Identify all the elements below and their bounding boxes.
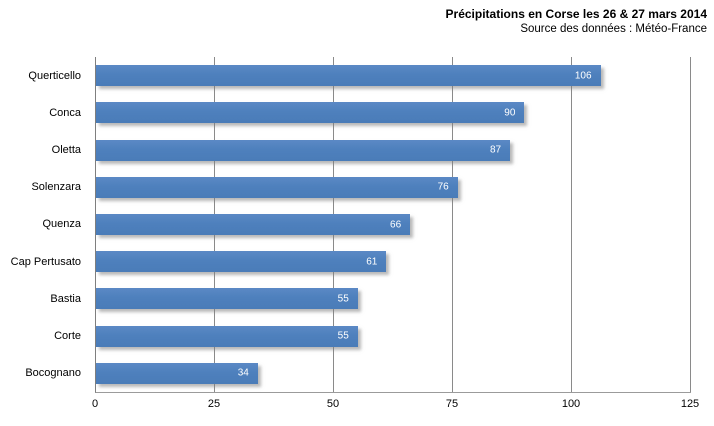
plot-area: 106 90 87 76 66 61 55 55 34	[95, 57, 691, 393]
category-label-quenza: Quenza	[42, 218, 81, 231]
bar-querticello: 106	[96, 65, 601, 87]
bar-quenza: 66	[96, 214, 411, 235]
bar-oletta: 87	[96, 139, 511, 161]
bar-value-label: 106	[574, 70, 592, 82]
bar-value-label: 90	[504, 107, 516, 119]
bar-value-label: 76	[437, 181, 449, 193]
category-label-conca: Conca	[49, 106, 81, 119]
xtick-label-50: 50	[326, 398, 340, 410]
bar-row: 66	[96, 214, 411, 235]
xtick-label-100: 100	[561, 398, 581, 410]
chart-header: Précipitations en Corse les 26 & 27 mars…	[446, 6, 707, 37]
bar-value-label: 55	[337, 293, 349, 305]
bar-value-label: 61	[366, 256, 378, 268]
category-label-cap-pertusato: Cap Pertusato	[10, 255, 81, 268]
bar-bastia: 55	[96, 288, 358, 310]
gridline-100	[571, 57, 572, 392]
category-label-corte: Corte	[54, 330, 81, 343]
gridline-75	[452, 57, 453, 392]
bar-cap-pertusato: 61	[96, 251, 387, 273]
category-label-oletta: Oletta	[51, 144, 81, 157]
category-label-solenzara: Solenzara	[31, 181, 81, 194]
bar-row: 61	[96, 251, 387, 273]
bar-bocognano: 34	[96, 362, 258, 384]
xtick-label-75: 75	[445, 398, 459, 410]
bar-row: 76	[96, 176, 458, 198]
chart-subtitle: Source des données : Météo-France	[520, 23, 707, 35]
bar-value-label: 66	[390, 219, 402, 230]
category-label-bastia: Bastia	[50, 292, 81, 305]
bar-row: 34	[96, 362, 258, 384]
category-label-querticello: Querticello	[28, 69, 81, 82]
gridline-125	[690, 57, 691, 392]
category-axis-labels: Querticello Conca Oletta Solenzara Quenza Cap…	[0, 57, 88, 392]
bar-row: 87	[96, 139, 511, 161]
bar-value-label: 87	[489, 144, 502, 156]
bar-corte: 55	[96, 325, 358, 347]
chart-title: Précipitations en Corse les 26 & 27 mars…	[445, 7, 707, 21]
bar-conca: 90	[96, 102, 525, 124]
xtick-label-125: 125	[680, 398, 700, 410]
xtick-label-0: 0	[91, 398, 99, 410]
bar-row: 55	[96, 288, 358, 310]
bar-value-label: 34	[237, 367, 249, 379]
bar-row: 90	[96, 102, 525, 124]
bar-row: 106	[96, 65, 601, 87]
bar-solenzara: 76	[96, 176, 458, 198]
category-label-bocognano: Bocognano	[25, 367, 81, 380]
bar-row: 55	[96, 325, 358, 347]
value-axis-labels: 0 25 50 75 100 125	[91, 398, 699, 414]
xtick-label-25: 25	[207, 398, 221, 410]
bar-value-label: 55	[337, 330, 349, 342]
